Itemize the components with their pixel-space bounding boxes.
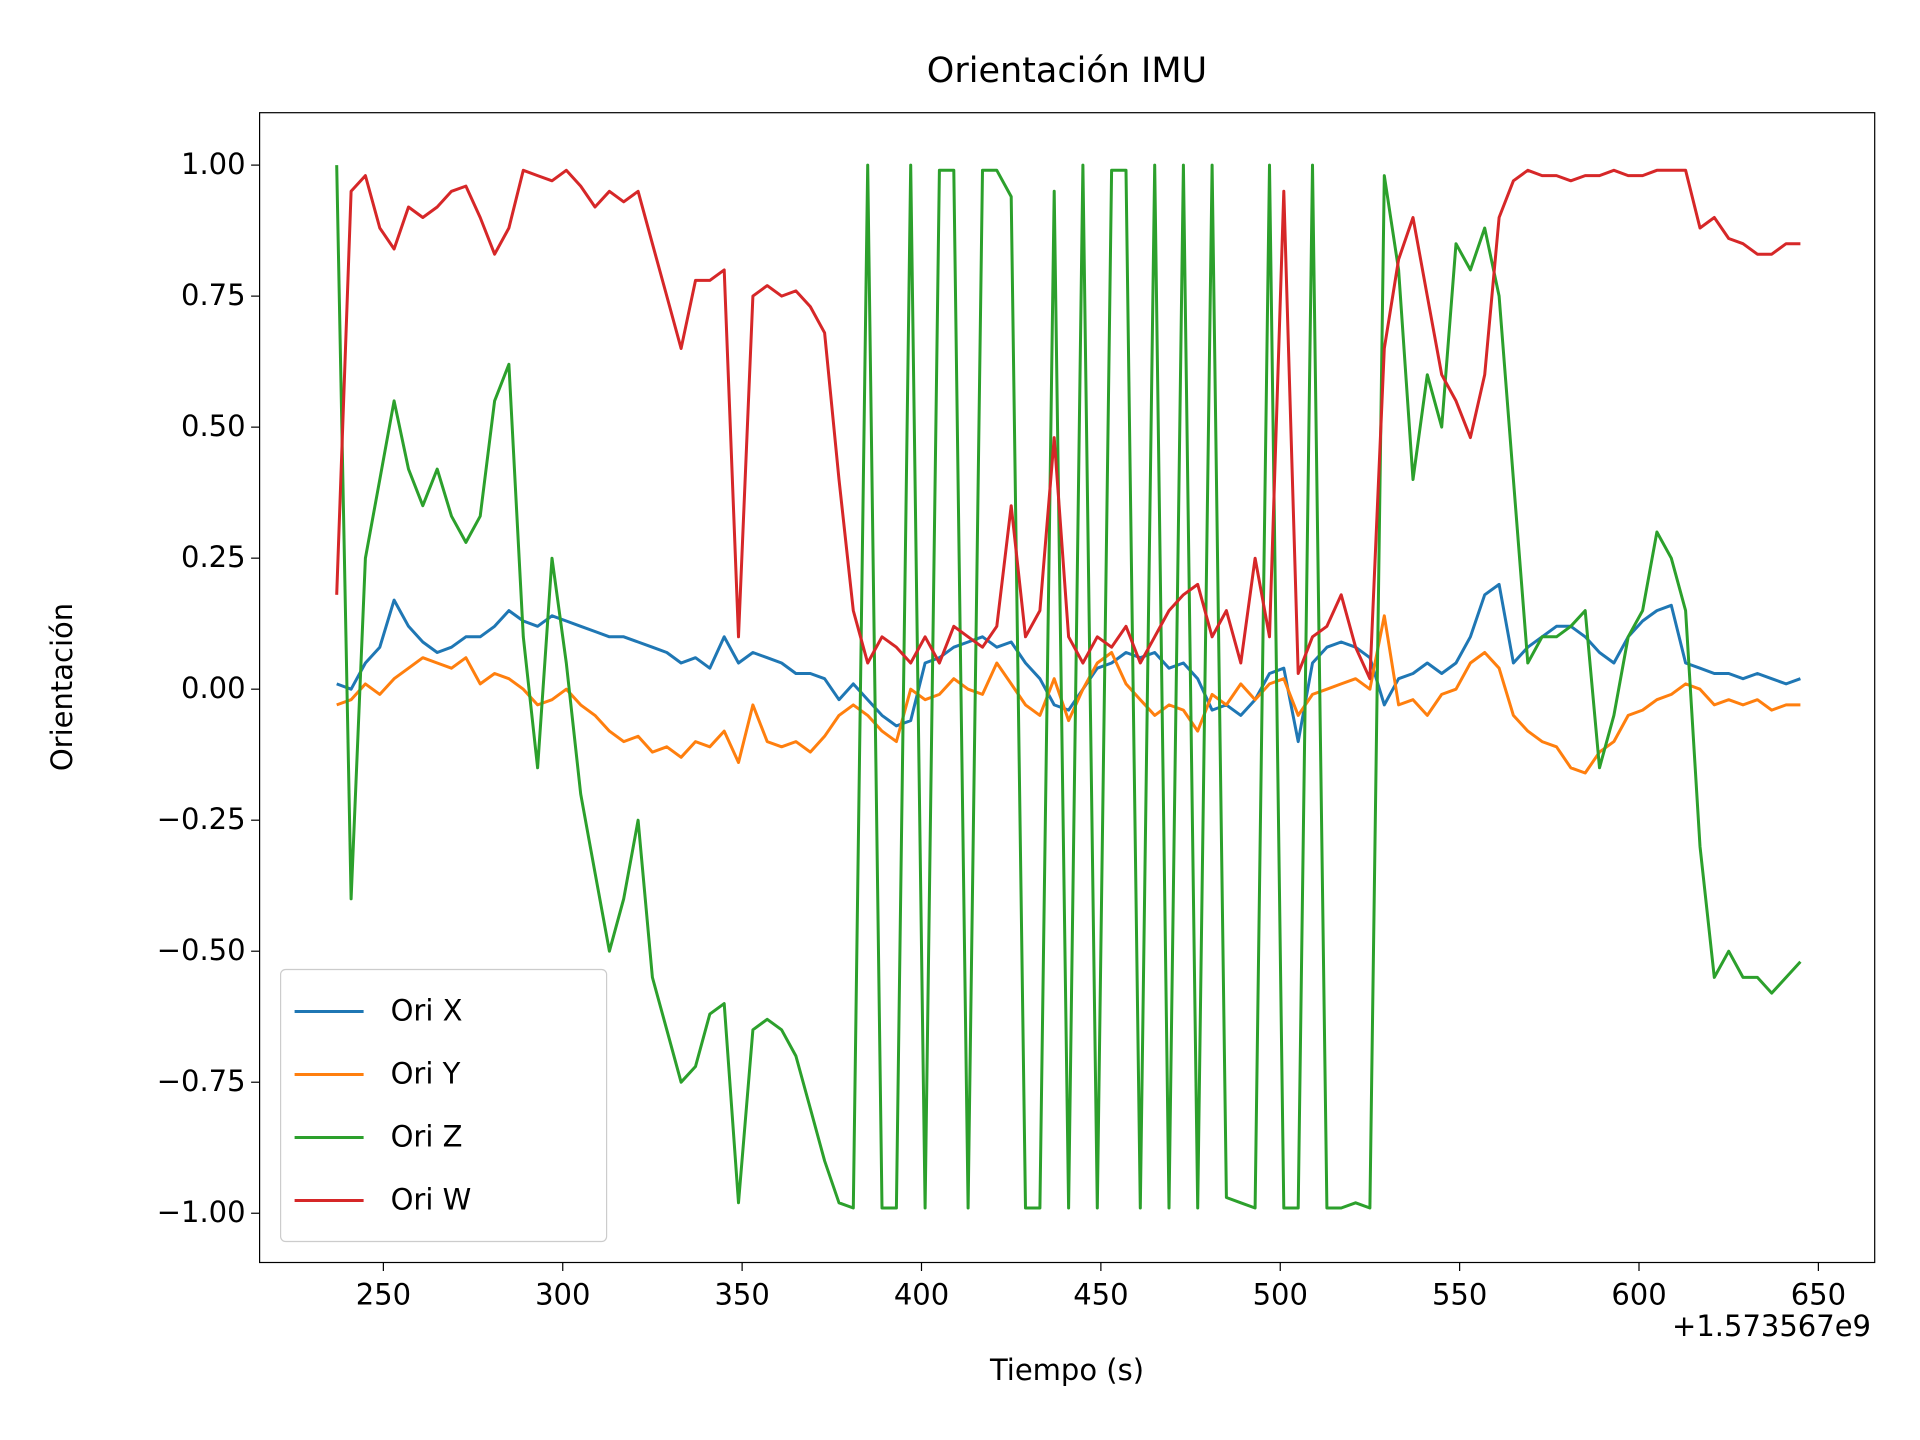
y-axis-label: Orientación [45,603,79,771]
legend-label: Ori Z [391,1120,463,1154]
y-tick-label: −0.75 [157,1064,246,1098]
y-tick-label: 1.00 [181,147,246,181]
x-tick-label: 250 [356,1278,411,1312]
axes-frame [259,112,1876,1264]
series-line [335,163,1802,1210]
series-line [336,582,1801,744]
x-tick-label: 400 [894,1278,949,1312]
x-offset-label: +1.573567e9 [1672,1309,1871,1343]
legend-label: Ori X [391,994,463,1028]
y-tick-label: 0.25 [181,540,246,574]
x-tick-label: 550 [1432,1278,1487,1312]
x-tick-label: 650 [1791,1278,1846,1312]
plot-lines [335,163,1802,1210]
y-tick-label: 0.00 [181,671,246,705]
y-tick-label: 0.50 [181,409,246,443]
series-line [335,168,1801,681]
series-line [336,614,1801,775]
legend-label: Ori W [391,1183,472,1217]
y-tick-label: −1.00 [157,1195,246,1229]
legend-box [280,968,608,1243]
legend-label: Ori Y [391,1057,461,1091]
y-tick-label: −0.25 [157,802,246,836]
x-tick-label: 600 [1611,1278,1666,1312]
x-tick-label: 450 [1073,1278,1128,1312]
y-tick-label: 0.75 [181,278,246,312]
chart-title: Orientación IMU [927,51,1207,91]
x-tick-label: 300 [535,1278,590,1312]
y-tick-label: −0.50 [157,933,246,967]
x-tick-label: 350 [714,1278,769,1312]
x-tick-label: 500 [1253,1278,1308,1312]
x-axis-label: Tiempo (s) [989,1353,1144,1387]
